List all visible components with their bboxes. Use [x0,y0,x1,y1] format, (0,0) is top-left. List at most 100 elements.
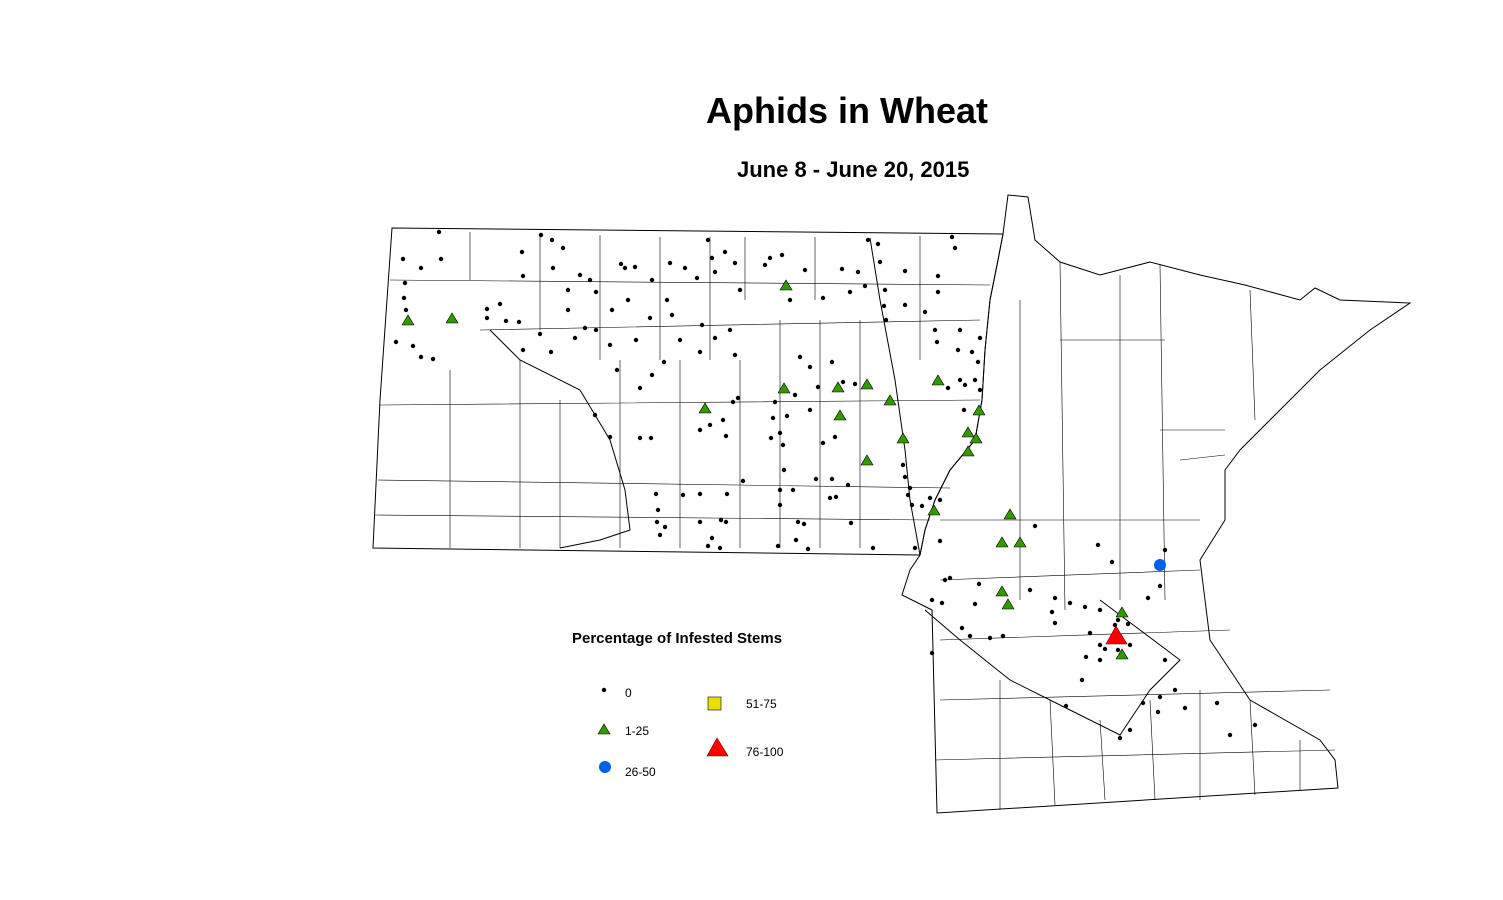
site-marker-0 [780,442,786,448]
site-marker-0 [649,372,655,378]
site-marker-0 [962,382,968,388]
site-marker-0 [779,252,785,258]
site-marker-0 [839,266,845,272]
site-marker-0 [815,384,821,390]
site-marker-1-25 [961,445,975,457]
site-marker-1-25 [883,394,897,406]
site-marker-0 [653,491,659,497]
site-marker-0 [801,521,807,527]
site-marker-0 [767,255,773,261]
site-marker-0 [847,289,853,295]
site-marker-1-25 [698,402,712,414]
site-marker-0 [614,367,620,373]
site-marker-0 [709,255,715,261]
site-marker-0 [722,249,728,255]
minnesota-outline [901,194,1412,814]
site-marker-1-25 [777,382,791,394]
site-marker-0 [549,237,555,243]
site-marker-0 [418,354,424,360]
site-marker-0 [929,650,935,656]
site-marker-0 [848,520,854,526]
site-marker-0 [935,273,941,279]
site-marker-1-25 [445,312,459,324]
site-marker-0 [430,356,436,362]
site-marker-0 [735,395,741,401]
site-marker-0 [565,287,571,293]
site-marker-0 [649,277,655,283]
site-marker-0 [1117,735,1123,741]
site-marker-0 [787,297,793,303]
site-marker-1-25 [969,432,983,444]
site-marker-0 [1140,700,1146,706]
site-marker-0 [777,430,783,436]
site-marker-0 [881,303,887,309]
site-marker-0 [827,495,833,501]
site-marker-0 [516,319,522,325]
site-marker-0 [845,482,851,488]
county-lines [374,232,1336,810]
site-marker-0 [730,399,736,405]
site-marker-0 [1079,677,1085,683]
site-marker-0 [592,412,598,418]
site-marker-0 [882,287,888,293]
site-marker-0 [393,339,399,345]
site-marker-0 [402,280,408,286]
site-marker-0 [632,264,638,270]
site-marker-0 [712,335,718,341]
map-title: Aphids in Wheat [706,90,988,131]
site-marker-0 [637,435,643,441]
site-marker-0 [912,545,918,551]
site-marker-1-25 [860,454,874,466]
site-marker-0 [607,342,613,348]
site-marker-0 [438,256,444,262]
site-marker-1-25 [1001,598,1015,610]
site-marker-0 [1083,654,1089,660]
site-marker-0 [669,312,675,318]
site-marker-0 [1145,595,1151,601]
site-marker-0 [682,265,688,271]
site-marker-0 [648,435,654,441]
site-marker-0 [795,519,801,525]
site-marker-0 [1127,727,1133,733]
site-marker-0 [1115,617,1121,623]
site-marker-0 [1102,646,1108,652]
site-marker-0 [929,597,935,603]
site-marker-76-100 [1105,625,1128,645]
site-marker-0 [410,343,416,349]
site-marker-0 [1097,607,1103,613]
site-marker-1-25 [972,404,986,416]
site-marker-0 [820,440,826,446]
site-marker-0 [775,543,781,549]
site-marker-0 [1227,732,1233,738]
legend-label-26-50: 26-50 [625,765,656,779]
site-marker-0 [1095,542,1101,548]
site-marker-0 [1157,583,1163,589]
site-marker-0 [593,289,599,295]
red-river [869,237,921,556]
site-marker-0 [937,497,943,503]
site-marker-0 [792,392,798,398]
site-marker-1-25 [995,536,1009,548]
site-marker-0 [883,317,889,323]
site-marker-0 [949,234,955,240]
site-marker-0 [862,283,868,289]
minnesota-river [924,599,1181,736]
site-marker-0 [865,237,871,243]
site-marker-0 [870,545,876,551]
site-marker-0 [697,491,703,497]
site-marker-26-50 [1154,559,1166,571]
site-marker-0 [945,385,951,391]
site-marker-0 [793,537,799,543]
site-marker-0 [625,297,631,303]
site-marker-1-25 [779,279,793,291]
site-marker-0 [1214,700,1220,706]
site-marker-0 [967,633,973,639]
site-marker-0 [1182,705,1188,711]
site-marker-0 [548,349,554,355]
site-marker-0 [647,315,653,321]
site-marker-0 [807,407,813,413]
site-marker-0 [550,265,556,271]
site-marker-0 [975,359,981,365]
